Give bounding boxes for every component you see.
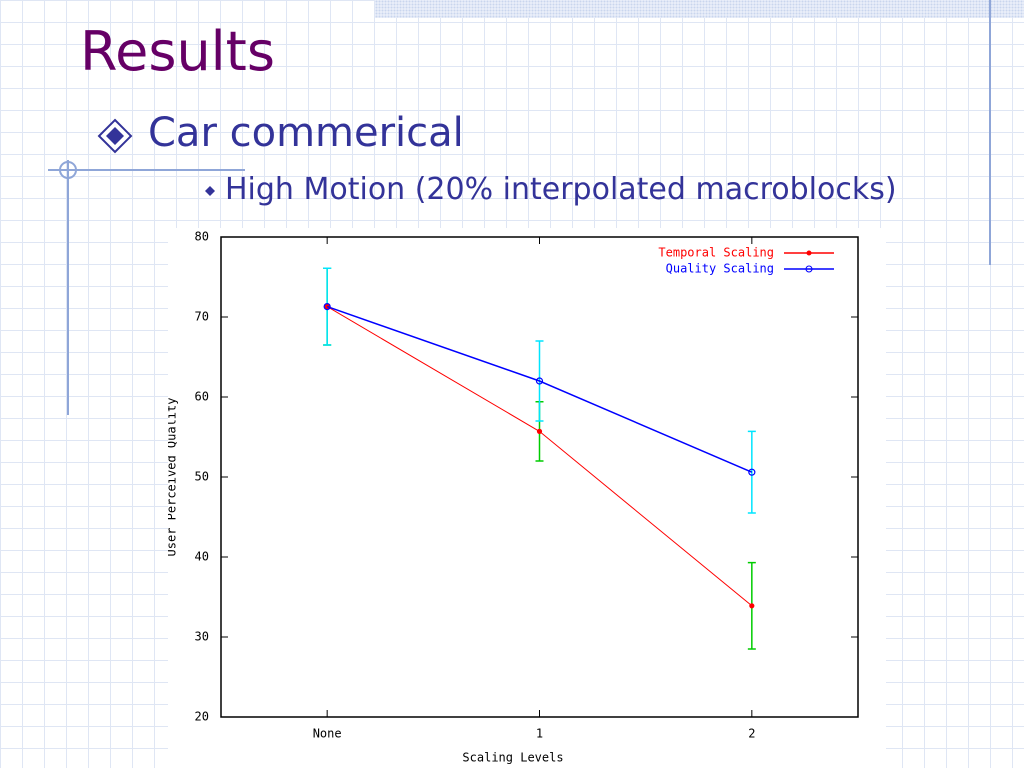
y-tick-label: 70 [195,310,209,324]
slide-title: Results [80,20,275,83]
x-axis-label: Scaling Levels [462,751,563,765]
y-tick-label: 40 [195,550,209,564]
sub-bullet-icon [205,186,215,196]
legend-label: Quality Scaling [666,262,774,276]
x-tick-label: None [313,727,342,741]
legend-marker [806,250,812,256]
y-tick-label: 60 [195,390,209,404]
x-tick-label: 2 [748,727,755,741]
y-tick-label: 20 [195,710,209,724]
y-axis-label: User Perceived Quality [168,398,179,557]
x-tick-label: 1 [536,727,543,741]
data-point [749,603,755,609]
data-point [748,468,756,476]
legend-label: Temporal Scaling [658,246,774,260]
decor-band [375,0,1024,18]
legend-marker [805,265,813,273]
plot-frame [220,236,859,718]
bullet-icon [97,118,133,154]
chart: Scaling Levels User Perceived Quality 20… [168,228,886,768]
y-tick-label: 50 [195,470,209,484]
y-tick-label: 30 [195,630,209,644]
data-point [323,302,331,311]
data-point [536,428,543,434]
bullet: Car commerical [148,110,464,156]
sub-bullet: High Motion (20% interpolated macroblock… [225,172,897,207]
y-tick-label: 80 [195,230,209,244]
series-line [326,305,753,473]
data-point [535,377,544,385]
